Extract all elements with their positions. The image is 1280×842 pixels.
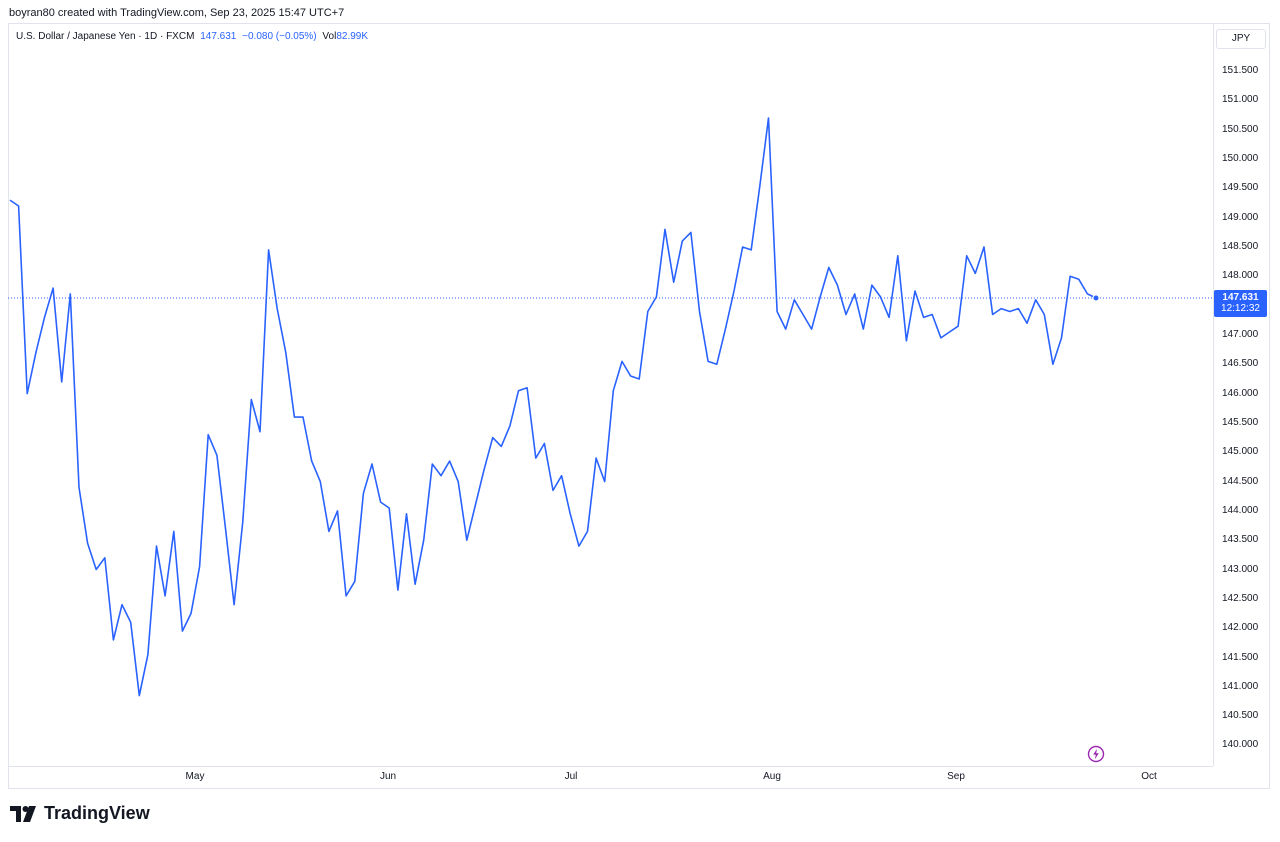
price-tick-label: 146.000 [1222, 387, 1259, 399]
last-price-tag: 147.631 12:12:32 [1214, 290, 1267, 317]
price-tick-label: 150.000 [1222, 153, 1259, 165]
legend-vol-value: 82.99K [336, 31, 369, 42]
price-tick-label: 141.000 [1222, 680, 1259, 692]
time-tick-label: Jun [379, 771, 397, 782]
time-axis[interactable] [8, 766, 1213, 789]
symbol-title[interactable]: U.S. Dollar / Japanese Yen · 1D · FXCM [16, 31, 195, 42]
price-tick-label: 141.500 [1222, 651, 1259, 663]
time-tick-label: Jul [564, 771, 578, 782]
time-tick-label: May [185, 771, 205, 782]
last-price-value: 147.631 [1222, 292, 1259, 303]
price-tick-label: 151.500 [1222, 65, 1259, 77]
price-tick-label: 144.000 [1222, 504, 1259, 516]
price-tick-label: 140.000 [1222, 739, 1259, 751]
price-tick-label: 147.000 [1222, 328, 1259, 340]
last-price-point [1092, 294, 1100, 302]
price-tick-label: 142.000 [1222, 622, 1259, 634]
price-series-line [9, 117, 1097, 697]
chart-frame [8, 23, 1270, 789]
price-tick-label: 144.500 [1222, 475, 1259, 487]
currency-button[interactable]: JPY [1216, 29, 1266, 49]
price-tick-label: 150.500 [1222, 123, 1259, 135]
price-tick-label: 143.000 [1222, 563, 1259, 575]
price-axis[interactable] [1213, 23, 1270, 766]
price-tick-label: 151.000 [1222, 94, 1259, 106]
legend-change: −0.080 (−0.05%) [242, 31, 317, 42]
price-tick-label: 145.500 [1222, 416, 1259, 428]
price-tick-label: 149.500 [1222, 182, 1259, 194]
price-tick-label: 145.000 [1222, 446, 1259, 458]
legend-vol-label: Vol [322, 31, 337, 42]
price-plot-area[interactable] [8, 23, 1213, 766]
price-tick-label: 148.500 [1222, 241, 1259, 252]
price-tick-label: 148.000 [1222, 270, 1259, 282]
chart-attribution: boyran80 created with TradingView.com, S… [9, 7, 345, 19]
lightning-bolt-icon[interactable] [1087, 745, 1105, 763]
price-tick-label: 142.500 [1222, 592, 1259, 604]
symbol-legend: U.S. Dollar / Japanese Yen · 1D · FXCM 1… [16, 31, 368, 42]
tradingview-logo-icon [10, 805, 36, 822]
price-tick-label: 146.500 [1222, 358, 1259, 370]
bar-countdown: 12:12:32 [1221, 303, 1260, 314]
price-tick-label: 143.500 [1222, 534, 1259, 546]
logo-text: TradingView [44, 803, 150, 823]
time-tick-label: Sep [947, 771, 965, 782]
tradingview-logo[interactable]: TradingView [10, 803, 150, 824]
time-tick-label: Aug [763, 771, 781, 782]
time-tick-label: Oct [1141, 771, 1157, 782]
legend-price: 147.631 [200, 31, 237, 42]
price-tick-label: 140.500 [1222, 710, 1259, 722]
price-tick-label: 149.000 [1222, 211, 1259, 223]
